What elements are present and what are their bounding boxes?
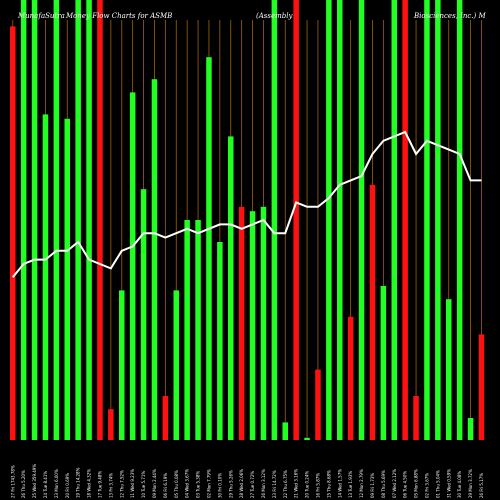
money-flow-bar [42, 114, 49, 441]
money-flow-bar [10, 26, 16, 441]
money-flow-bar [249, 211, 256, 440]
company-name-rest: Biosciences, Inc.) M [413, 12, 486, 20]
date-label: 05 Mon 6.88% [414, 469, 419, 498]
money-flow-bar [206, 57, 212, 440]
date-label: 23 Mon 6.00% [54, 469, 59, 498]
date-label: 01 Thu 5.04% [435, 470, 440, 498]
date-label: 09 Fri 1.73% [370, 473, 375, 498]
money-flow-bar [293, 0, 299, 440]
money-flow-bar [108, 409, 114, 440]
money-flow-bar [271, 0, 278, 440]
date-label: 13 Tue 1.93% [348, 471, 353, 498]
money-flow-bar [326, 0, 332, 440]
date-label: 12 Mon 2.79% [359, 469, 364, 498]
date-label: 25 Wed 359.49% [32, 464, 37, 498]
date-label: 28 Wed 2.06% [239, 469, 244, 498]
money-flow-bar [467, 418, 474, 440]
date-label: 06 Tue 4.50% [403, 471, 408, 498]
date-label: 14 Wed 1.57% [337, 469, 342, 498]
date-label: 13 Fri 3.74% [108, 473, 113, 498]
date-label: 20 Tue 0.24% [305, 471, 310, 498]
date-label: 10 Tue 5.71% [141, 471, 146, 498]
date-label: 11 Wed 9.23% [130, 469, 135, 498]
date-label: 27 Fri 1743.78% [10, 465, 15, 498]
money-flow-bar [391, 0, 397, 440]
money-flow-bar [347, 316, 354, 440]
date-label: 20 Fri 0.69% [65, 473, 70, 498]
money-flow-bar [402, 0, 408, 440]
date-label: 30 Fri 0.10% [217, 473, 222, 498]
money-flow-bar [217, 242, 223, 440]
money-flow-bar [119, 290, 125, 440]
money-flow-bar [435, 0, 441, 440]
money-flow-bar [282, 422, 288, 440]
date-label: 15 Thu 8.68% [326, 470, 331, 498]
money-flow-bar [260, 206, 267, 440]
money-flow-line [11, 130, 482, 278]
date-label: 04 Wed 3.67% [185, 469, 190, 498]
money-flow-bar [86, 0, 92, 440]
site-name: MunafaSutra [17, 12, 65, 20]
money-flow-bar [31, 0, 38, 440]
chart-name: Money Flow Charts for ASMB [65, 12, 172, 20]
date-label: 18 Wed 4.32% [87, 469, 92, 498]
date-label: 03 Tue 5.38% [196, 471, 201, 498]
money-flow-bar [456, 0, 463, 440]
money-flow-bar [195, 220, 201, 440]
money-flow-bar [75, 0, 81, 440]
date-label: 27 Tue 0.72% [250, 471, 255, 498]
date-label: 29 Mon 3.72% [468, 469, 473, 498]
date-label: 08 Thu 5.69% [381, 470, 386, 498]
date-labels: 27 Fri 1743.78% 26 Thu 5.20% 25 Wed 359.49… [10, 464, 484, 498]
money-flow-bar [304, 437, 310, 440]
date-label: 21 Wed 3.16% [294, 469, 299, 498]
money-flow-bar [140, 189, 147, 440]
date-label: 24 Tue 8.41% [43, 471, 48, 498]
money-flow-bar [315, 369, 321, 440]
money-flow-bar [380, 286, 387, 440]
money-flow-bar [238, 206, 245, 440]
date-label: 22 Thu 6.75% [283, 470, 288, 498]
money-flow-bar [413, 396, 419, 440]
date-label: 23 Fri 14.72% [272, 470, 277, 498]
money-flow-bar [162, 396, 169, 440]
date-label: 30 Tue 4.08% [457, 471, 462, 498]
date-label: 26 Mon 3.12% [261, 469, 266, 498]
date-label: 02 Fri 3.67% [424, 473, 429, 498]
date-label: 31 Wed 0.59% [446, 469, 451, 498]
money-flow-bar [424, 0, 430, 440]
money-flow-bar [151, 79, 158, 440]
money-flow-bar [337, 0, 343, 440]
date-label: 26 Fri 5.17% [479, 473, 484, 498]
money-flow-bars [10, 0, 485, 441]
money-flow-bar [184, 220, 190, 440]
money-flow-bar [129, 92, 136, 441]
money-flow-bar [20, 0, 27, 440]
date-label: 05 Thu 0.08% [174, 470, 179, 498]
date-label: 07 Wed 2.12% [392, 469, 397, 498]
date-label: 12 Thu 7.52% [119, 470, 124, 498]
money-flow-bar [358, 0, 365, 440]
money-flow-bar [173, 290, 179, 440]
chart-header: MunafaSutra Money Flow Charts for ASMB (… [17, 12, 486, 20]
date-label: 09 Mon 2.44% [152, 469, 157, 498]
date-label: 06 Fri 6.19% [163, 473, 168, 498]
date-label: 26 Thu 5.20% [21, 470, 26, 498]
date-label: 02 Mon 7.79% [206, 469, 211, 498]
money-flow-bar [228, 136, 234, 440]
date-label: 29 Thu 5.26% [228, 470, 233, 498]
money-flow-bar [446, 299, 452, 440]
money-flow-bar [369, 184, 376, 440]
money-flow-bar [478, 334, 485, 440]
company-name: (Assembly [256, 12, 293, 20]
money-flow-bar [97, 0, 103, 440]
money-flow-bar [64, 118, 70, 441]
date-label: 16 Fri 5.87% [315, 473, 320, 498]
date-label: 19 Thu 14.28% [76, 467, 81, 498]
money-flow-bar [53, 0, 60, 440]
date-label: 17 Tue 9.48% [97, 471, 102, 498]
